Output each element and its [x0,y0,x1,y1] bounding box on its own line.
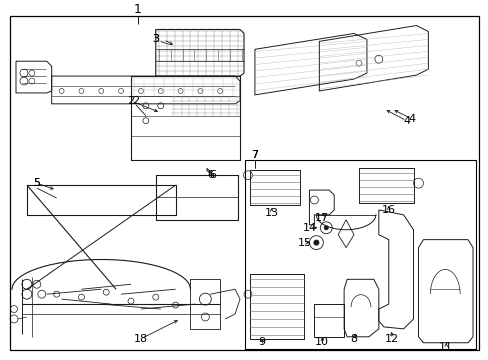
Text: 7: 7 [251,150,258,161]
Text: 13: 13 [264,208,278,218]
Text: 16: 16 [381,205,395,215]
Text: 15: 15 [297,238,311,248]
Text: 4: 4 [407,114,414,124]
Text: 10: 10 [315,337,328,347]
Text: 12: 12 [384,334,398,344]
Text: 7: 7 [251,150,258,161]
Text: 6: 6 [208,170,215,180]
Text: 8: 8 [350,334,357,344]
Text: 9: 9 [258,337,265,347]
Text: 17: 17 [315,213,329,223]
Text: 5: 5 [33,178,40,188]
Text: 18: 18 [134,334,148,344]
Text: 1: 1 [134,3,142,16]
Text: 14: 14 [302,223,316,233]
Text: 3: 3 [152,35,159,44]
Text: 2: 2 [132,96,139,106]
Text: 2: 2 [127,96,134,106]
Circle shape [323,225,328,230]
Text: 3: 3 [152,35,159,44]
Text: 6: 6 [206,170,213,180]
Bar [244,160,475,349]
Text: 5: 5 [33,178,40,188]
Text: 11: 11 [438,342,452,352]
Circle shape [313,240,319,246]
Text: 4: 4 [402,116,409,126]
